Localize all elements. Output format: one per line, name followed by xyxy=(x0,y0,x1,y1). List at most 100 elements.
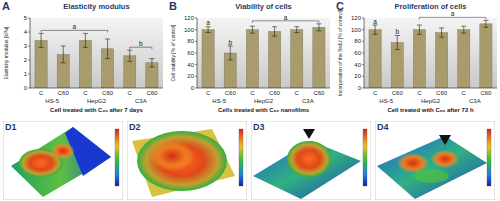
error-bar xyxy=(395,36,400,50)
bar xyxy=(79,40,91,88)
category-label: C60 xyxy=(392,90,404,96)
error-bar xyxy=(61,46,66,63)
group-label: HS-5 xyxy=(379,98,393,104)
error-line xyxy=(419,25,420,34)
error-cap xyxy=(316,23,321,24)
error-cap xyxy=(373,34,378,35)
plot-background xyxy=(197,18,330,88)
category-label: C60 xyxy=(146,90,158,96)
error-cap xyxy=(61,46,66,47)
error-bar xyxy=(39,33,44,47)
group-label: HepG2 xyxy=(421,98,441,104)
bracket xyxy=(419,17,486,19)
bar xyxy=(291,30,303,88)
error-bar xyxy=(373,25,378,34)
panel: CProliferation of cells020406080100120In… xyxy=(336,0,497,113)
error-cap xyxy=(316,30,321,31)
bracket-line xyxy=(252,21,318,23)
error-bar xyxy=(127,50,132,61)
surface-plane xyxy=(132,129,235,197)
group-label: C3A xyxy=(469,98,481,104)
error-bar xyxy=(105,39,110,59)
image-label: D2 xyxy=(129,122,141,132)
group-label: HS-5 xyxy=(212,98,226,104)
error-bar xyxy=(149,59,154,67)
figure: AElasticity modulus012345Elasticity modu… xyxy=(0,0,500,201)
error-line xyxy=(463,26,464,33)
panel-label: B xyxy=(169,0,177,12)
category-label: C xyxy=(83,90,88,96)
error-bar xyxy=(228,46,233,60)
error-line xyxy=(318,24,319,31)
title: Elasticity modulus xyxy=(63,2,129,11)
panel-label: A xyxy=(2,0,10,12)
letter: a xyxy=(373,18,377,25)
error-cap xyxy=(461,33,466,34)
error-line xyxy=(129,50,130,61)
error-line xyxy=(85,33,86,47)
error-cap xyxy=(149,67,154,68)
error-line xyxy=(63,46,64,63)
bar xyxy=(202,30,214,88)
arrow xyxy=(303,129,315,139)
surface xyxy=(3,121,123,200)
image-label: D1 xyxy=(5,122,17,132)
error-line xyxy=(252,26,253,33)
tick-label: 5 xyxy=(24,15,28,21)
tick-label: 120 xyxy=(184,15,195,21)
error-bar xyxy=(294,27,299,33)
error-cap xyxy=(483,20,488,21)
image-frame xyxy=(375,121,495,200)
surface-feature xyxy=(150,141,194,171)
error-cap xyxy=(250,26,255,27)
bracket-line xyxy=(130,47,152,49)
surface-feature xyxy=(431,150,459,168)
bar xyxy=(480,24,492,88)
y-axis-label: Elasticity modulus [kPa] xyxy=(3,26,9,79)
error-cap xyxy=(483,27,488,28)
error-bar xyxy=(272,27,277,36)
error-cap xyxy=(272,36,277,37)
error-cap xyxy=(395,49,400,50)
letter: a xyxy=(451,10,455,17)
bracket xyxy=(130,47,152,49)
category-label: C xyxy=(462,90,467,96)
error-cap xyxy=(105,58,110,59)
surface xyxy=(127,121,247,200)
tick-label: 0 xyxy=(191,85,195,91)
tick-label: 40 xyxy=(354,62,361,68)
tick-label: 40 xyxy=(187,62,194,68)
error-cap xyxy=(272,26,277,27)
category-label: C xyxy=(250,90,255,96)
tick-label: 120 xyxy=(351,15,362,21)
bar xyxy=(369,30,381,88)
bracket-line xyxy=(41,30,108,32)
error-cap xyxy=(395,35,400,36)
tick-label: 100 xyxy=(351,27,362,33)
tick-label: 80 xyxy=(187,38,194,44)
error-cap xyxy=(417,34,422,35)
error-cap xyxy=(39,47,44,48)
letter: b xyxy=(139,40,143,47)
bar xyxy=(413,30,425,88)
letter: b xyxy=(228,39,232,46)
image-label: D3 xyxy=(253,122,265,132)
color-bar xyxy=(363,129,367,186)
surface-feature xyxy=(413,169,449,183)
surface-plane xyxy=(377,136,487,199)
error-cap xyxy=(250,33,255,34)
bar xyxy=(313,27,325,88)
error-cap xyxy=(373,25,378,26)
error-cap xyxy=(149,58,154,59)
error-cap xyxy=(206,26,211,27)
error-cap xyxy=(39,33,44,34)
x-axis xyxy=(30,88,163,89)
error-bar xyxy=(483,20,488,27)
color-bar xyxy=(487,129,491,186)
surface-plane xyxy=(253,141,361,199)
error-cap xyxy=(206,32,211,33)
title: Viability of cells xyxy=(235,2,292,11)
error-line xyxy=(397,36,398,50)
bracket xyxy=(252,21,318,23)
group-label: HepG2 xyxy=(87,98,107,104)
